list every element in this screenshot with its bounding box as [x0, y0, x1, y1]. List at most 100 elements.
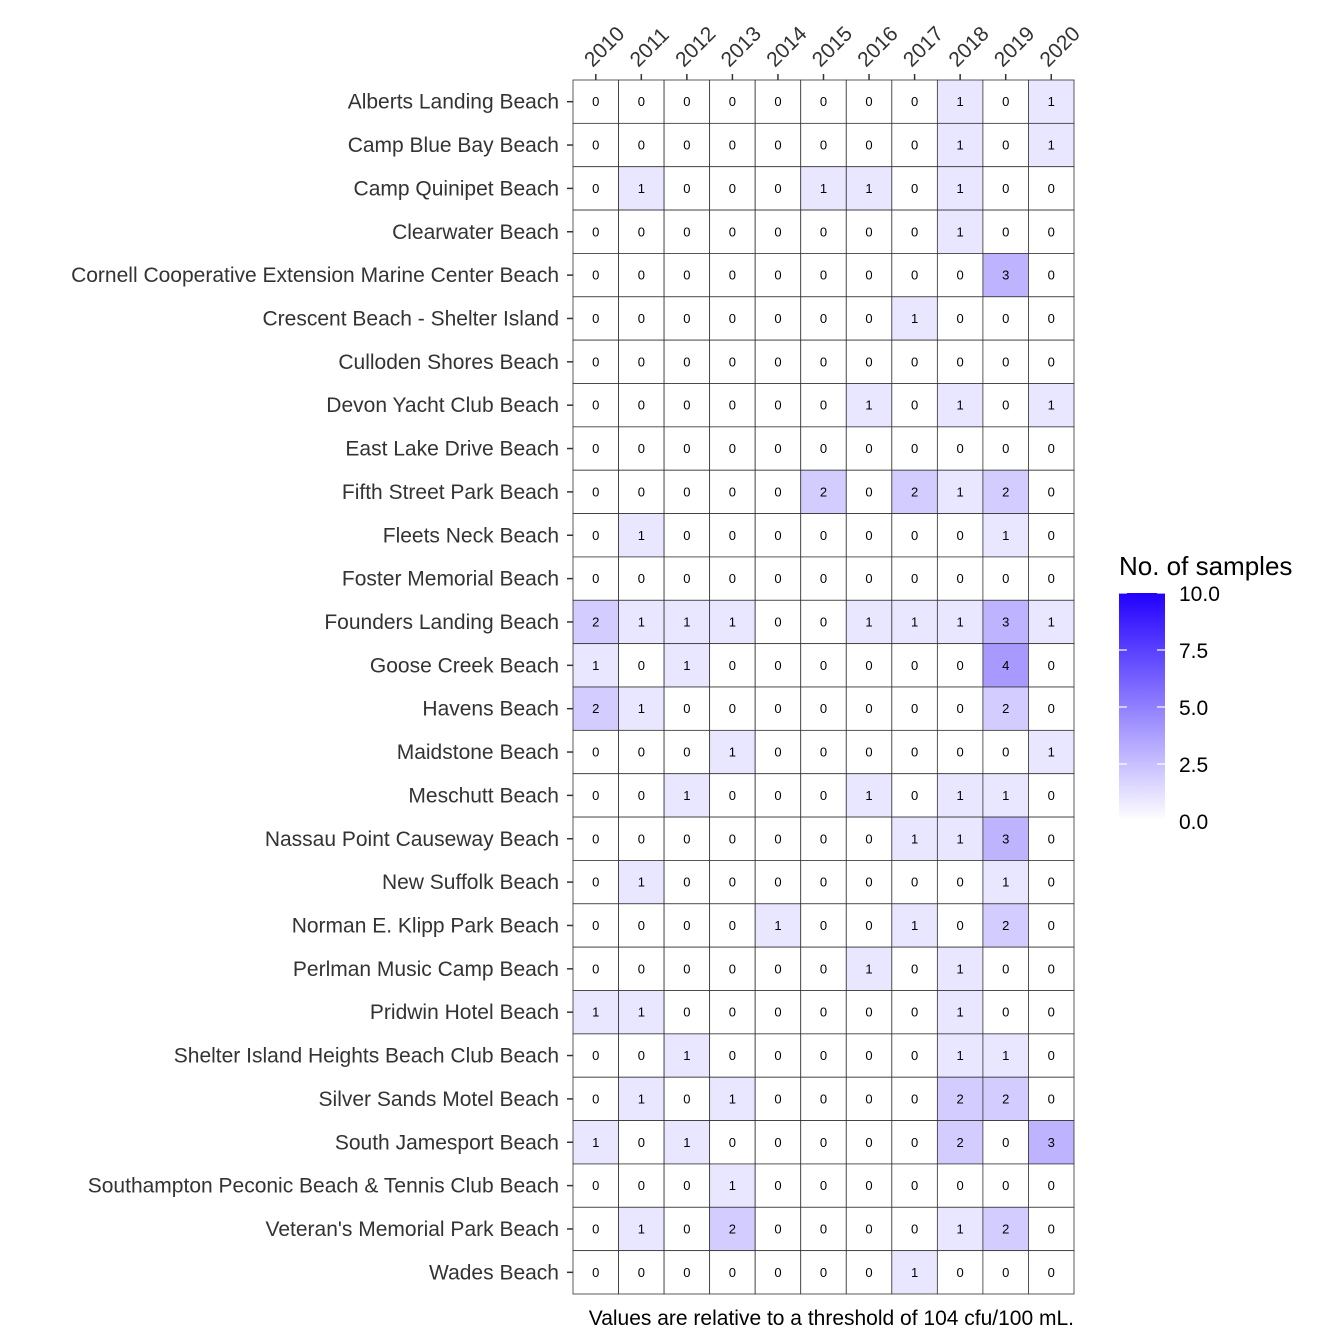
cell-value-label: 0: [683, 398, 690, 413]
cell-value-label: 0: [865, 1091, 872, 1106]
heatmap-cell: [663, 556, 711, 601]
cell-value-label: 0: [683, 918, 690, 933]
row-label: Camp Blue Bay Beach: [348, 134, 559, 157]
cell-value-label: 0: [592, 1178, 599, 1193]
heatmap-cell: [572, 383, 619, 428]
cell-value-label: 0: [592, 268, 599, 283]
heatmap-cell: [845, 1163, 893, 1208]
cell-value-label: 1: [638, 701, 645, 716]
column-label: 2012: [671, 22, 720, 71]
heatmap-cell: [982, 253, 1029, 298]
cell-value-label: 0: [820, 788, 827, 803]
cell-value-label: 0: [820, 528, 827, 543]
heatmap-cell: [754, 1250, 802, 1295]
heatmap-cell: [800, 686, 847, 731]
heatmap-cell: [754, 513, 802, 558]
heatmap-cell: [800, 253, 847, 298]
heatmap-cell: [709, 990, 756, 1035]
cell-value-label: 0: [1048, 484, 1055, 499]
heatmap-cell: [754, 990, 802, 1035]
heatmap-cell: [800, 296, 847, 341]
cell-value-label: 1: [1048, 94, 1055, 109]
heatmap-cell: [572, 296, 619, 341]
heatmap-cell: [982, 1033, 1029, 1078]
cell-value-label: 0: [820, 875, 827, 890]
row-label: Founders Landing Beach: [324, 611, 559, 634]
cell-value-label: 0: [1002, 181, 1009, 196]
heatmap-cell: [754, 1206, 802, 1252]
cell-value-label: 0: [774, 1221, 781, 1236]
cell-value-label: 0: [592, 528, 599, 543]
row-label: Clearwater Beach: [392, 221, 559, 244]
cell-value-label: 0: [957, 1265, 964, 1280]
cell-value-label: 0: [911, 745, 918, 760]
cell-value-label: 0: [1048, 1005, 1055, 1020]
heatmap-cell: [1028, 1250, 1075, 1295]
heatmap-cell: [663, 426, 711, 471]
heatmap-cell: [982, 122, 1029, 168]
heatmap-cell: [709, 643, 756, 688]
cell-value-label: 0: [729, 354, 736, 369]
cell-value-label: 1: [638, 614, 645, 629]
heatmap-cell: [891, 990, 938, 1035]
cell-value-label: 3: [1002, 268, 1009, 283]
heatmap-cell: [572, 686, 619, 731]
heatmap-cell: [891, 816, 938, 861]
heatmap-cell: [1028, 1206, 1075, 1252]
row-label: Devon Yacht Club Beach: [326, 394, 559, 417]
heatmap-cell: [891, 1250, 938, 1295]
heatmap-cell: [663, 339, 711, 384]
cell-value-label: 0: [865, 745, 872, 760]
heatmap-cell: [1028, 729, 1075, 775]
heatmap-cell: [1028, 513, 1075, 558]
cell-value-label: 0: [774, 224, 781, 239]
heatmap-cell: [1028, 1076, 1075, 1121]
cell-value-label: 0: [820, 398, 827, 413]
cell-value-label: 0: [820, 311, 827, 326]
cell-value-label: 0: [865, 701, 872, 716]
cell-value-label: 0: [592, 181, 599, 196]
cell-value-label: 0: [865, 1265, 872, 1280]
heatmap-cell: [891, 1120, 938, 1165]
cell-value-label: 1: [957, 614, 964, 629]
row-label: New Suffolk Beach: [382, 871, 559, 894]
cell-value-label: 0: [683, 571, 690, 586]
heatmap-cell: [936, 296, 984, 341]
cell-value-label: 2: [1002, 1091, 1009, 1106]
cell-value-label: 0: [820, 1005, 827, 1020]
cell-value-label: 0: [592, 745, 599, 760]
row-label: Camp Quinipet Beach: [354, 177, 559, 200]
heatmap-cell: [982, 729, 1029, 775]
heatmap-cell: [754, 253, 802, 298]
heatmap-cell: [618, 729, 665, 775]
heatmap-cell: [891, 1206, 938, 1252]
cell-value-label: 0: [820, 745, 827, 760]
heatmap-cell: [663, 166, 711, 211]
heatmap-cell: [618, 339, 665, 384]
cell-value-label: 0: [957, 311, 964, 326]
heatmap-cell: [845, 1076, 893, 1121]
heatmap-cell: [936, 469, 984, 514]
heatmap-cell: [663, 1163, 711, 1208]
cell-value-label: 0: [774, 831, 781, 846]
heatmap-cell: [891, 79, 938, 124]
heatmap-cell: [754, 556, 802, 601]
cell-value-label: 0: [1002, 138, 1009, 153]
cell-value-label: 0: [774, 138, 781, 153]
heatmap-cell: [754, 1163, 802, 1208]
heatmap-cell: [618, 643, 665, 688]
cell-value-label: 0: [592, 354, 599, 369]
cell-value-label: 0: [774, 181, 781, 196]
cell-value-label: 0: [592, 441, 599, 456]
heatmap-cell: [845, 903, 893, 948]
heatmap-cell: [982, 1206, 1029, 1252]
heatmap-cell: [572, 426, 619, 471]
heatmap-cell: [845, 383, 893, 428]
heatmap-cell: [936, 946, 984, 991]
cell-value-label: 0: [957, 1178, 964, 1193]
cell-value-label: 1: [1002, 1048, 1009, 1063]
cell-value-label: 0: [638, 1265, 645, 1280]
cell-value-label: 0: [638, 138, 645, 153]
cell-value-label: 0: [820, 1048, 827, 1063]
legend-ticks: 0.0 2.5 5.0 7.5 10.0: [1119, 583, 1220, 834]
